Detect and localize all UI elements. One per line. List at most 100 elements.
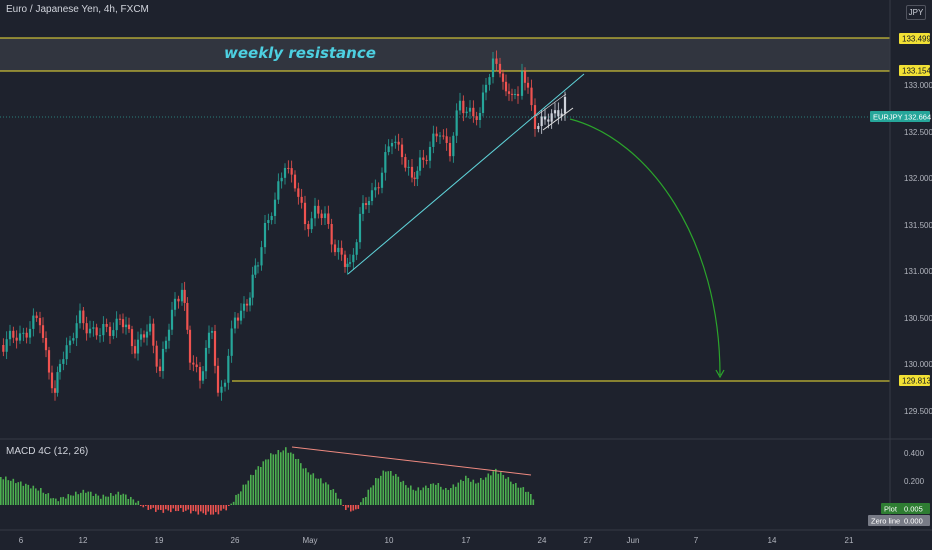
support-value: 129.813 — [902, 377, 931, 386]
macd-bar — [150, 505, 152, 510]
macd-bar — [252, 475, 255, 505]
macd-bar — [300, 463, 302, 505]
candle-body — [475, 116, 478, 120]
macd-bar — [147, 505, 150, 510]
candle-body — [452, 135, 455, 157]
macd-bar — [32, 485, 35, 505]
candle-body — [105, 324, 108, 327]
flag-upper-line[interactable] — [535, 93, 567, 117]
macd-bar — [267, 459, 270, 505]
macd-bar — [237, 493, 240, 505]
candle-body — [432, 133, 435, 147]
candle-body — [484, 84, 488, 93]
time-tick: Jun — [627, 536, 640, 545]
resistance-annotation[interactable]: weekly resistance — [224, 44, 376, 62]
flag-lower-line[interactable] — [542, 107, 574, 131]
macd-bar — [102, 494, 105, 505]
macd-bar — [270, 453, 272, 505]
candle-body — [44, 337, 48, 351]
macd-bar — [82, 489, 85, 505]
macd-bar — [470, 481, 472, 505]
macd-bar — [322, 483, 325, 505]
time-tick: 24 — [538, 536, 547, 545]
candle-body — [488, 77, 491, 85]
macd-bar — [495, 468, 497, 505]
macd-bar — [255, 469, 257, 505]
candle-body — [442, 135, 445, 137]
candle-body — [127, 324, 131, 330]
macd-bar — [305, 468, 307, 505]
macd-bar — [155, 505, 157, 512]
macd-bar — [530, 494, 532, 505]
macd-bar — [37, 490, 40, 505]
candle-body — [188, 329, 192, 363]
macd-bar — [525, 491, 527, 505]
upper-resistance-tag — [899, 33, 930, 44]
macd-bar — [25, 483, 27, 505]
candle-body — [310, 218, 313, 230]
macd-bar — [15, 483, 17, 505]
currency-badge[interactable]: JPY — [906, 5, 926, 20]
macd-bar — [515, 483, 517, 505]
macd-bar — [522, 487, 525, 505]
macd-bar — [315, 478, 317, 505]
time-tick: 6 — [19, 536, 24, 545]
macd-zero-label: Zero line — [871, 517, 900, 526]
candle-body — [254, 265, 257, 275]
candle-body — [216, 365, 220, 393]
macd-bar — [485, 477, 487, 505]
candle-body — [472, 107, 475, 117]
candle-body — [333, 244, 337, 253]
candle-body — [520, 71, 524, 96]
candle-body — [323, 213, 327, 219]
candle-body — [498, 63, 502, 74]
candle-body — [504, 81, 508, 92]
projection-arrow[interactable] — [569, 118, 721, 376]
candle-body — [293, 174, 297, 189]
candle-body — [516, 93, 520, 96]
candle-body — [53, 388, 57, 393]
ascending-trendline[interactable] — [347, 73, 585, 275]
candle-body — [58, 363, 62, 373]
macd-bar — [225, 505, 227, 511]
candle-body — [330, 224, 333, 245]
symbol-title[interactable]: Euro / Japanese Yen, 4h, FXCM — [6, 4, 149, 15]
candle-body — [210, 331, 214, 333]
macd-bar — [392, 475, 395, 505]
macd-bar — [372, 485, 375, 505]
macd-bar — [2, 479, 5, 505]
candle-body — [361, 203, 365, 214]
macd-bar — [447, 489, 450, 505]
macd-bar — [27, 484, 30, 505]
candle-body — [377, 187, 380, 189]
macd-divergence-line[interactable] — [291, 446, 532, 476]
time-tick: 19 — [155, 536, 164, 545]
candle-body — [183, 289, 186, 303]
macd-indicator-title[interactable]: MACD 4C (12, 26) — [6, 446, 89, 457]
candle-body — [425, 159, 428, 161]
candle-body — [458, 100, 462, 111]
macd-bar — [182, 505, 185, 512]
macd-bar — [345, 505, 347, 510]
macd-bar — [90, 491, 92, 505]
candle-body — [297, 188, 300, 197]
candle-body — [155, 345, 158, 367]
macd-bar — [22, 485, 25, 505]
candle-body — [260, 247, 263, 266]
macd-bar — [340, 499, 342, 505]
candle-body — [124, 324, 128, 328]
projection-arrowhead — [715, 369, 725, 379]
candle-body — [267, 220, 270, 223]
macd-bar — [377, 478, 380, 505]
candle-body — [35, 315, 38, 319]
macd-bar — [285, 447, 287, 505]
macd-bar — [325, 482, 327, 505]
candle-body — [307, 224, 310, 230]
macd-bar — [65, 498, 67, 505]
candle-body — [139, 334, 143, 340]
candle-body — [495, 58, 498, 64]
macd-bar — [140, 505, 142, 506]
candle-body — [327, 213, 330, 225]
macd-bar — [462, 480, 465, 505]
